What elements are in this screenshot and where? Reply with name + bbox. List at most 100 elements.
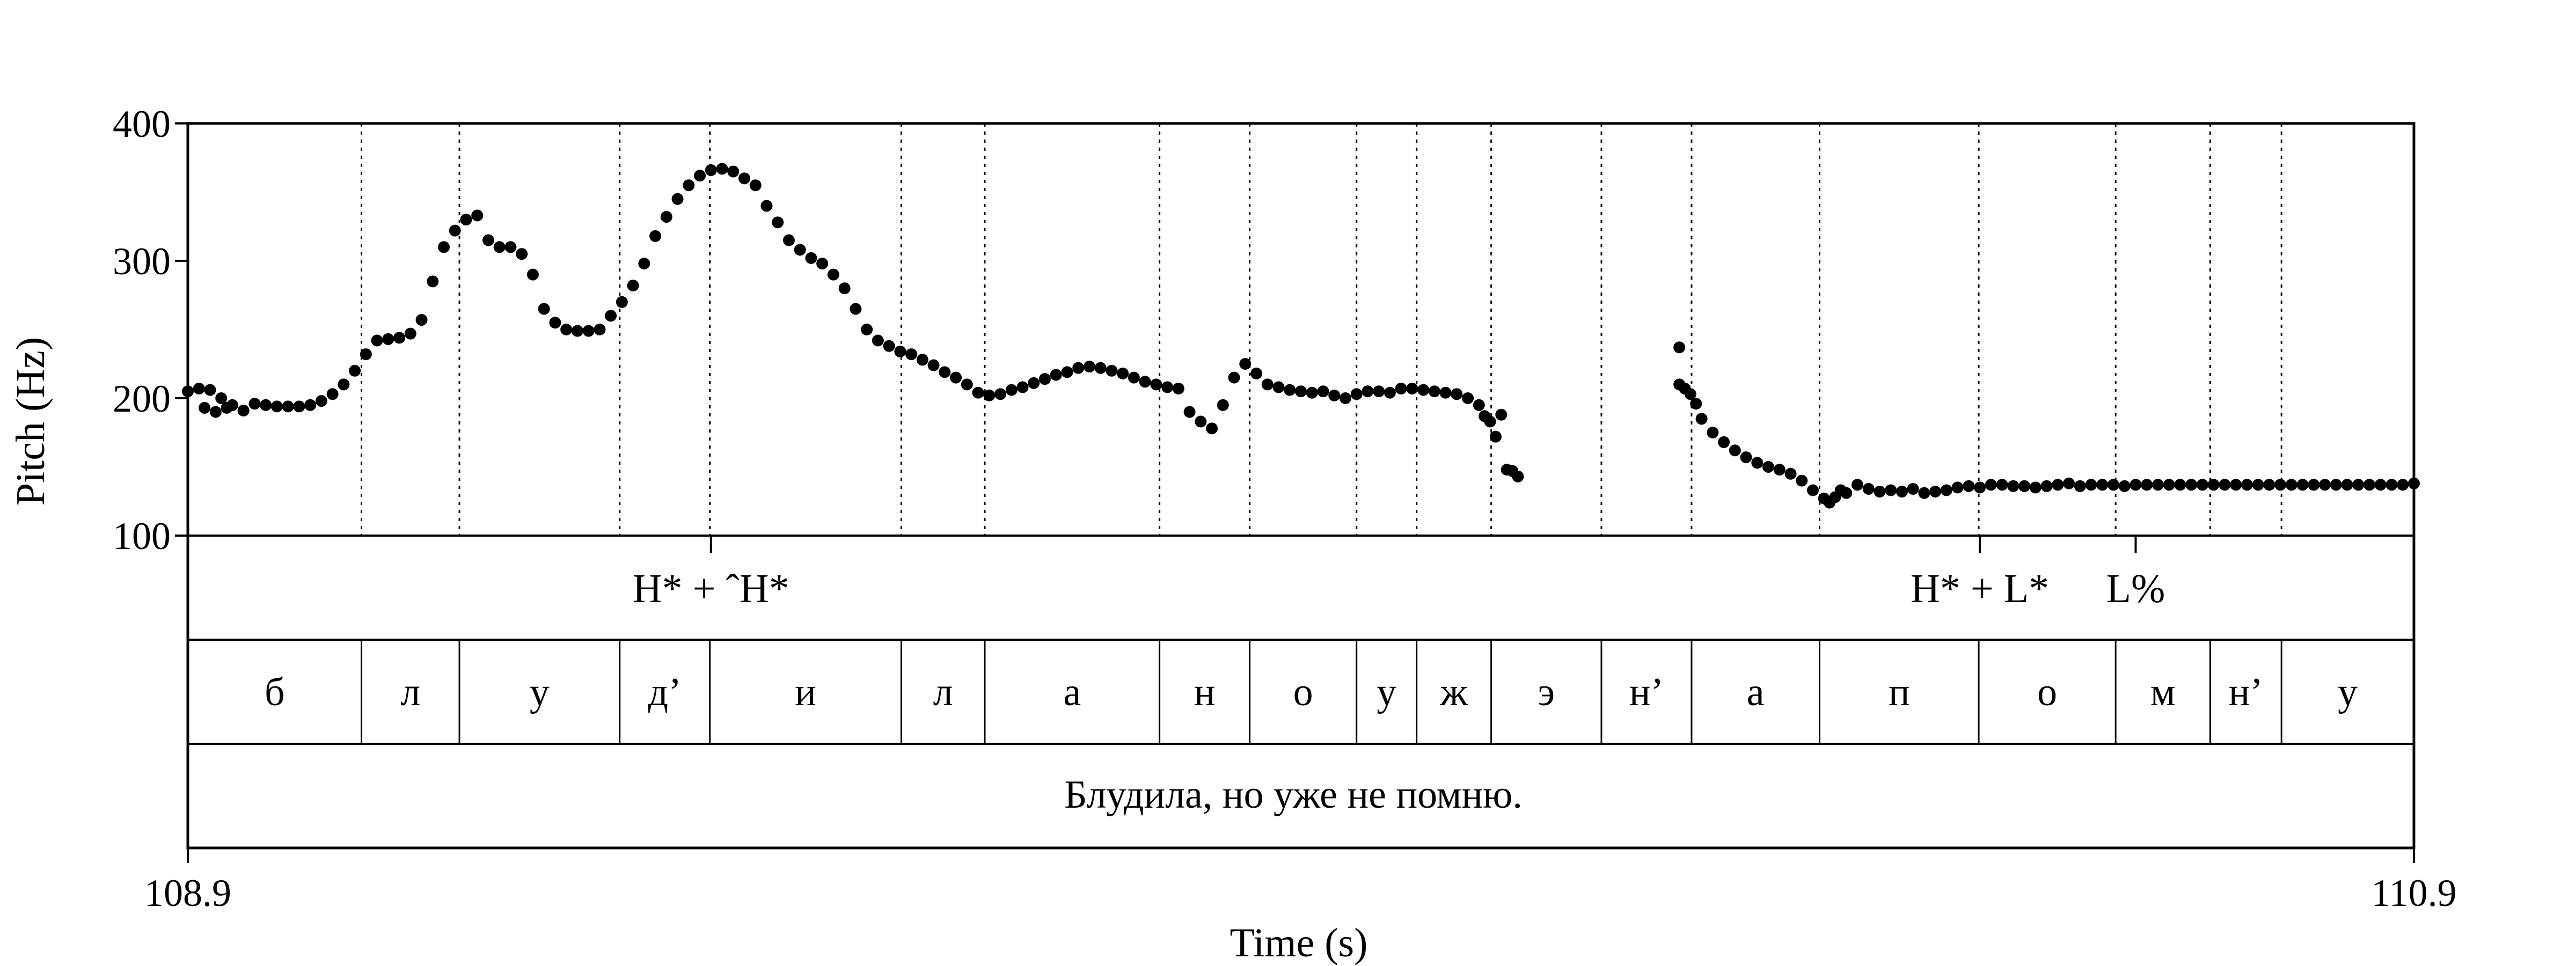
pitch-point [2341, 479, 2353, 491]
segment-label: у [1377, 670, 1396, 714]
pitch-point [338, 378, 350, 391]
pitch-point [1907, 482, 1919, 495]
pitch-point [1406, 383, 1418, 395]
pitch-point [749, 179, 762, 192]
pitch-point [727, 165, 740, 178]
pitch-point [237, 405, 250, 417]
pitch-point [916, 354, 928, 366]
pitch-point [1094, 362, 1107, 374]
pitch-point [1439, 386, 1452, 399]
pitch-point [209, 406, 222, 418]
x-tick-label-start: 108.9 [144, 872, 231, 914]
pitch-point [772, 216, 784, 229]
pitch-point [1840, 487, 1853, 499]
segment-label: а [1747, 670, 1765, 714]
pitch-point [2151, 479, 2164, 491]
pitch-point [360, 348, 372, 361]
pitch-point [549, 317, 561, 329]
pitch-point [1272, 381, 1285, 393]
segment-label: н [1194, 670, 1216, 714]
pitch-point [1951, 481, 1964, 494]
segment-label: л [400, 670, 420, 714]
pitch-point [2185, 479, 2198, 491]
pitch-point [2052, 479, 2064, 491]
segment-label: а [1063, 670, 1081, 714]
y-tick-label: 400 [113, 103, 171, 145]
segment-label: о [1293, 670, 1313, 714]
pitch-point [1918, 487, 1930, 499]
segment-label: н’ [1629, 670, 1664, 714]
pitch-point [1963, 480, 1975, 492]
pitch-point [950, 371, 962, 384]
pitch-point [1350, 388, 1363, 400]
pitch-point [349, 364, 361, 377]
pitch-point [2308, 479, 2320, 491]
pitch-point [2363, 479, 2376, 491]
pitch-point [905, 348, 918, 361]
pitch-point [2319, 479, 2331, 491]
pitch-point [1050, 369, 1062, 381]
pitch-point [994, 388, 1007, 400]
pitch-point [1784, 467, 1797, 480]
pitch-point [1016, 381, 1029, 393]
pitch-point [627, 280, 639, 292]
pitch-point [1028, 377, 1040, 389]
pitch-point [705, 164, 717, 177]
pitch-point [983, 389, 996, 401]
pitch-point [2296, 479, 2309, 491]
pitch-point [248, 398, 261, 410]
pitch-point [438, 241, 450, 253]
pitch-point [671, 193, 684, 205]
pitch-point [738, 172, 750, 185]
pitch-point [1851, 479, 1863, 491]
pitch-point [1061, 366, 1073, 378]
x-tick-label-end: 110.9 [2371, 872, 2456, 914]
y-tick-label: 100 [113, 515, 171, 558]
pitch-point [2285, 479, 2297, 491]
pitch-point [1807, 484, 1819, 496]
pitch-point [2096, 479, 2109, 491]
pitch-point [1206, 422, 1218, 435]
pitch-point [315, 395, 327, 407]
pitch-point [1985, 479, 1997, 491]
y-tick-label: 300 [113, 240, 171, 283]
pitch-point [2029, 481, 2041, 494]
pitch-point [2330, 479, 2342, 491]
pitch-point [1896, 486, 1908, 498]
pitch-point [1796, 474, 1808, 487]
pitch-point [1929, 486, 1942, 498]
segment-label: б [265, 670, 285, 714]
pitch-point [1996, 479, 2008, 491]
pitch-point [1284, 384, 1296, 396]
pitch-point [660, 211, 672, 223]
segment-label: л [933, 670, 953, 714]
pitch-point [1217, 399, 1229, 411]
pitch-point [805, 252, 817, 264]
pitch-point [1740, 451, 1752, 464]
pitch-point [2263, 479, 2275, 491]
pitch-point [794, 244, 806, 256]
pitch-point [460, 214, 472, 226]
sentence-tier: Блудила, но уже не помню. [1064, 773, 1523, 817]
pitch-point [293, 400, 305, 413]
pitch-point [1183, 406, 1196, 418]
pitch-point [2007, 480, 2019, 492]
pitch-point [1261, 378, 1274, 391]
pitch-point [1874, 486, 1886, 498]
segment-label: у [2338, 670, 2358, 714]
pitch-point [883, 340, 895, 352]
pitch-point [260, 399, 272, 411]
pitch-point [1473, 399, 1485, 411]
pitch-panel [182, 123, 2420, 536]
pitch-point [1690, 398, 1702, 410]
pitch-point [1862, 482, 1875, 495]
plot-frame [186, 122, 2416, 850]
pitch-point [2385, 479, 2398, 491]
pitch-point [1718, 436, 1730, 448]
pitch-point [2141, 479, 2153, 491]
pitch-point [2219, 479, 2231, 491]
pitch-point [2230, 479, 2242, 491]
pitch-point [1707, 427, 1719, 438]
pitch-point [1128, 371, 1140, 384]
pitch-point [1306, 386, 1318, 399]
